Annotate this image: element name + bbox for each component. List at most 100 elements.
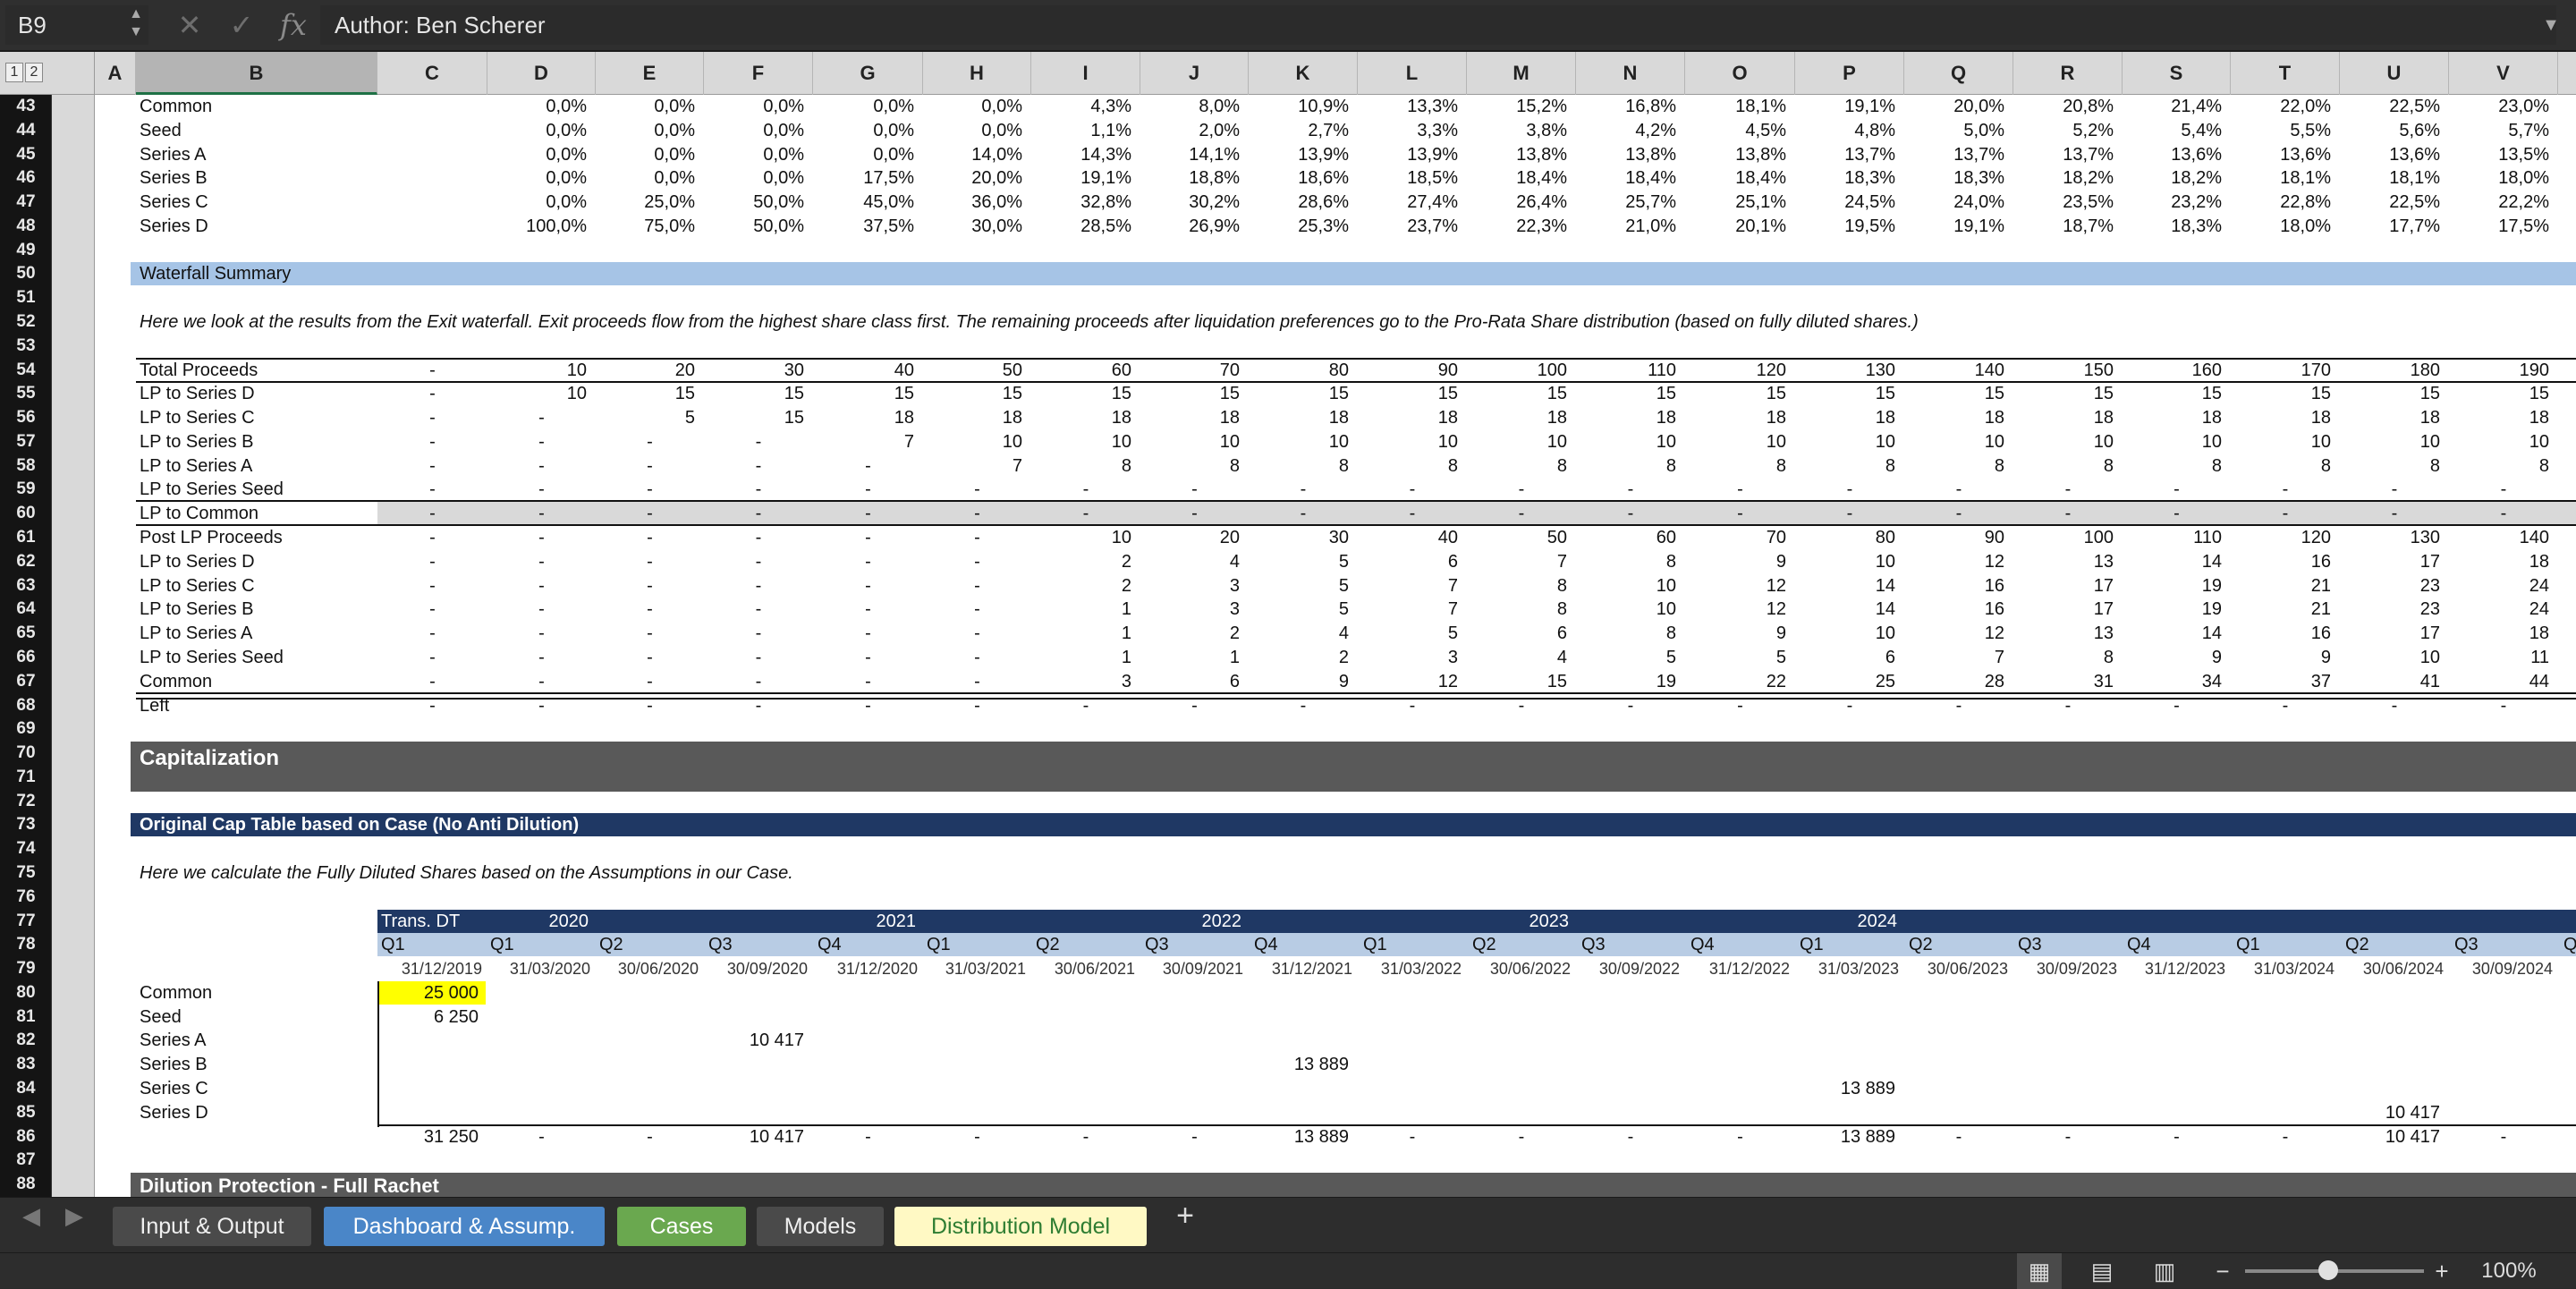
value-cell[interactable]: 14,0%	[971, 145, 1022, 165]
value-cell[interactable]: -	[755, 528, 762, 547]
row-header[interactable]: 61	[16, 528, 36, 547]
cancel-icon[interactable]: ✕	[177, 9, 202, 41]
sheet-tab-input-output[interactable]: Input & Output	[113, 1207, 311, 1246]
value-cell[interactable]: 10	[2529, 432, 2549, 452]
value-cell[interactable]: -	[974, 696, 980, 716]
value-cell[interactable]: -	[1955, 696, 1962, 716]
value-cell[interactable]: -	[1300, 504, 1307, 523]
value-cell[interactable]: 13,8%	[1735, 145, 1786, 165]
value-cell[interactable]: 31 250	[423, 1127, 479, 1147]
value-cell[interactable]: -	[755, 623, 762, 643]
value-cell[interactable]: 3	[1229, 599, 1240, 619]
value-cell[interactable]: 18,0%	[2498, 168, 2549, 188]
value-cell[interactable]: 150	[2083, 360, 2114, 380]
row-label[interactable]: LP to Series B	[140, 599, 254, 619]
value-cell[interactable]: 22,5%	[2389, 192, 2440, 212]
value-cell[interactable]: 15	[1546, 384, 1567, 403]
value-cell[interactable]: -	[538, 576, 545, 596]
value-cell[interactable]: 22,5%	[2389, 97, 2440, 116]
value-cell[interactable]: 5,6%	[2399, 121, 2440, 140]
value-cell[interactable]: -	[647, 528, 653, 547]
value-cell[interactable]: 140	[1974, 360, 2004, 380]
value-cell[interactable]: 41	[2419, 672, 2440, 691]
value-cell[interactable]: -	[865, 479, 871, 499]
value-cell[interactable]: -	[647, 696, 653, 716]
value-cell[interactable]: 18,1%	[2280, 168, 2331, 188]
row-label[interactable]: Common	[140, 97, 213, 116]
value-cell[interactable]: -	[974, 648, 980, 667]
row-label[interactable]: Series B	[140, 168, 208, 188]
value-cell[interactable]: 40	[1437, 528, 1458, 547]
value-cell[interactable]: 13	[2093, 623, 2114, 643]
row-header[interactable]: 46	[16, 168, 36, 187]
value-cell[interactable]: -	[429, 360, 436, 380]
value-cell[interactable]: 13,5%	[2498, 145, 2549, 165]
value-cell[interactable]: -	[755, 479, 762, 499]
value-cell[interactable]: 15	[674, 384, 695, 403]
value-cell[interactable]: -	[974, 552, 980, 572]
value-cell[interactable]: -	[1518, 504, 1525, 523]
row-label[interactable]: LP to Series D	[140, 384, 255, 403]
value-cell[interactable]: 2	[1121, 552, 1131, 572]
value-cell[interactable]: 5,5%	[2290, 121, 2331, 140]
value-cell[interactable]: 120	[1756, 360, 1786, 380]
value-cell[interactable]: 3	[1121, 672, 1131, 691]
value-cell[interactable]: 17,5%	[863, 168, 914, 188]
row-header[interactable]: 88	[16, 1175, 36, 1193]
value-cell[interactable]: 130	[2410, 528, 2440, 547]
value-cell[interactable]: 12	[1766, 599, 1786, 619]
value-cell[interactable]: 18,3%	[1844, 168, 1895, 188]
value-cell[interactable]: 16	[1984, 576, 2004, 596]
value-cell[interactable]: -	[1955, 1127, 1962, 1147]
sheet-tab-models[interactable]: Models	[757, 1207, 884, 1246]
value-cell[interactable]: 31	[2093, 672, 2114, 691]
value-cell[interactable]: 32,8%	[1080, 192, 1131, 212]
value-cell[interactable]: 13,9%	[1407, 145, 1458, 165]
value-cell[interactable]: 25,1%	[1735, 192, 1786, 212]
value-cell[interactable]: 23,0%	[2498, 97, 2549, 116]
value-cell[interactable]: 10 417	[749, 1030, 804, 1050]
value-cell[interactable]: 160	[2191, 360, 2222, 380]
value-cell[interactable]: -	[538, 696, 545, 716]
value-cell[interactable]: -	[1518, 1127, 1525, 1147]
value-cell[interactable]: -	[1082, 504, 1089, 523]
row-header[interactable]: 51	[16, 288, 36, 307]
value-cell[interactable]: 19,1%	[1080, 168, 1131, 188]
value-cell[interactable]: 8	[1665, 456, 1676, 476]
value-cell[interactable]: -	[647, 599, 653, 619]
value-cell[interactable]: 18,2%	[2063, 168, 2114, 188]
column-header-p[interactable]: P	[1795, 52, 1904, 95]
value-cell[interactable]: 37	[2310, 672, 2331, 691]
value-cell[interactable]: 20,1%	[1735, 216, 1786, 236]
row-label[interactable]: Seed	[140, 121, 182, 140]
value-cell[interactable]: -	[755, 552, 762, 572]
value-cell[interactable]: -	[1082, 479, 1089, 499]
value-cell[interactable]: 18,7%	[2063, 216, 2114, 236]
row-header[interactable]: 71	[16, 767, 36, 786]
value-cell[interactable]: 50,0%	[753, 192, 804, 212]
value-cell[interactable]: -	[865, 456, 871, 476]
value-cell[interactable]: 36,0%	[971, 192, 1022, 212]
value-cell[interactable]: -	[865, 504, 871, 523]
row-header[interactable]: 75	[16, 863, 36, 882]
value-cell[interactable]: 5	[1447, 623, 1458, 643]
value-cell[interactable]: 1	[1121, 623, 1131, 643]
row-header[interactable]: 43	[16, 97, 36, 115]
column-header-i[interactable]: I	[1031, 52, 1140, 95]
value-cell[interactable]: 27,4%	[1407, 192, 1458, 212]
row-header[interactable]: 73	[16, 815, 36, 834]
value-cell[interactable]: 2	[1338, 648, 1349, 667]
value-cell[interactable]: 10	[1656, 599, 1676, 619]
value-cell[interactable]: 12	[1984, 552, 2004, 572]
value-cell[interactable]: -	[538, 648, 545, 667]
column-header-d[interactable]: D	[487, 52, 596, 95]
value-cell[interactable]: 20,0%	[971, 168, 1022, 188]
column-header-j[interactable]: J	[1140, 52, 1249, 95]
value-cell[interactable]: -	[865, 599, 871, 619]
value-cell[interactable]: 30,2%	[1189, 192, 1240, 212]
value-cell[interactable]: -	[1737, 504, 1743, 523]
value-cell[interactable]: 50,0%	[753, 216, 804, 236]
value-cell[interactable]: -	[538, 599, 545, 619]
value-cell[interactable]: -	[647, 552, 653, 572]
value-cell[interactable]: 3	[1229, 576, 1240, 596]
